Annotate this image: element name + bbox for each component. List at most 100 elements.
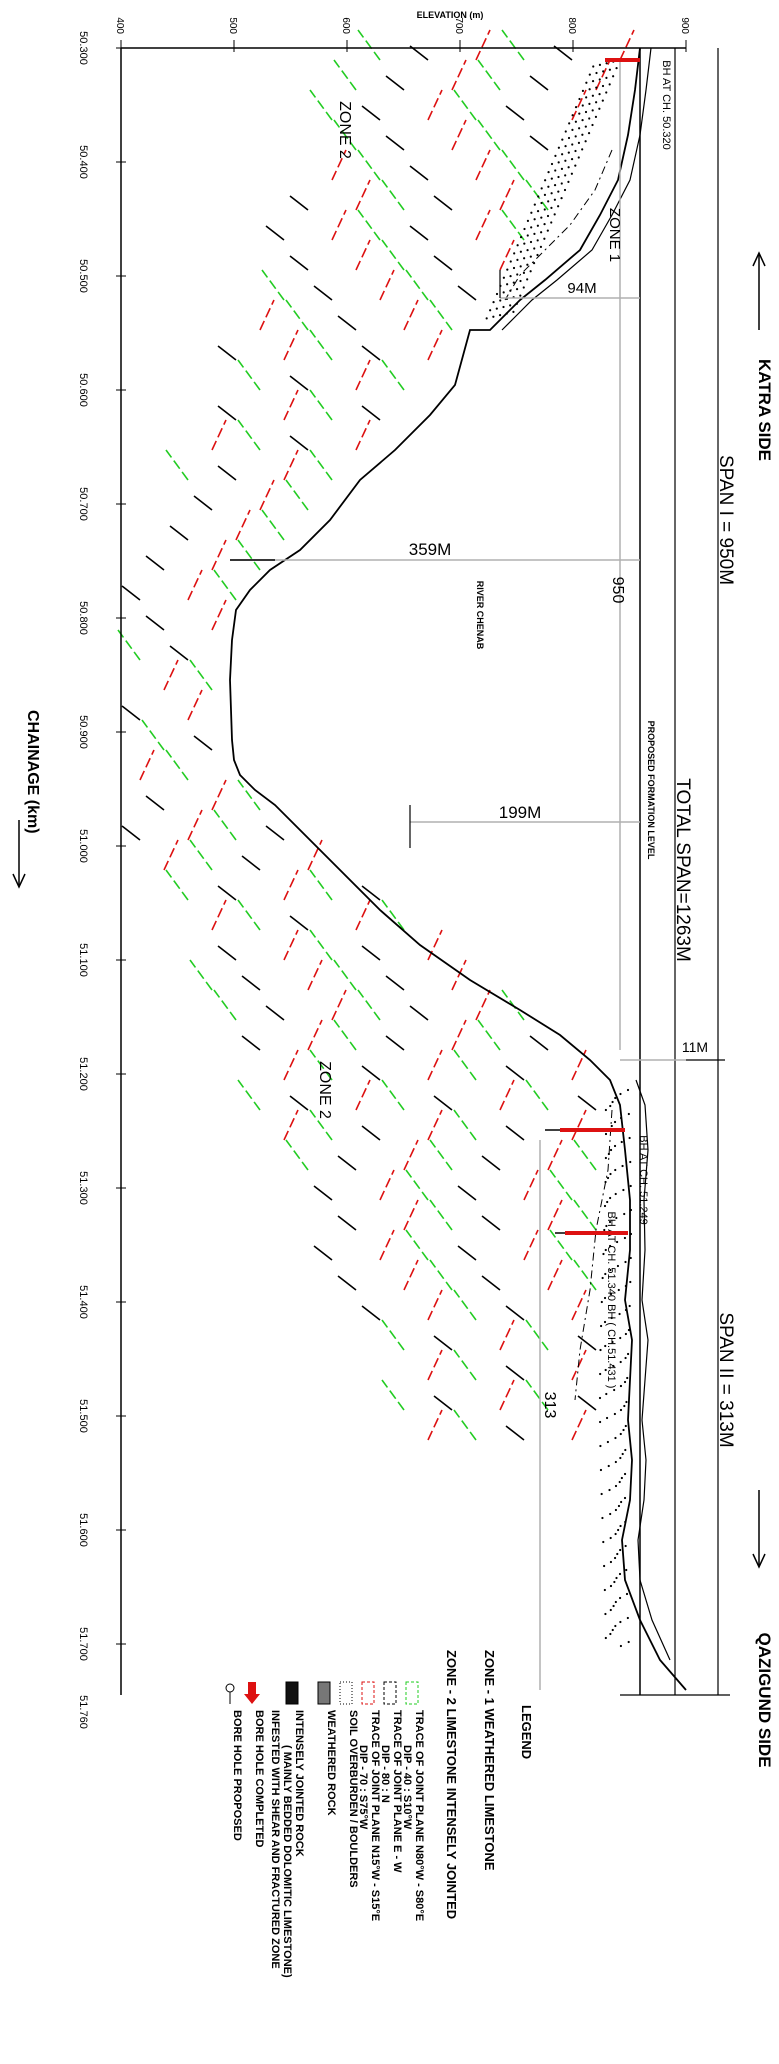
bore-holes — [545, 60, 640, 1233]
overburden-dot — [550, 221, 552, 223]
elevation-tick-group: 500 — [227, 17, 238, 34]
dim-11-label: 11M — [682, 1039, 708, 1055]
chainage-tick-group: 50.500 — [77, 259, 89, 293]
joint-trace — [500, 1080, 514, 1110]
overburden-dot — [621, 1165, 623, 1167]
joint-trace — [382, 180, 404, 210]
joint-trace — [476, 150, 490, 180]
joint-trace — [362, 1066, 380, 1080]
legend-item-text: TRACE OF JOINT PLANE N15°W - S15°E — [369, 1710, 381, 1921]
overburden-dot — [619, 1525, 621, 1527]
overburden-dot — [530, 212, 532, 214]
joint-trace — [430, 1200, 452, 1230]
overburden-dot — [602, 1253, 604, 1255]
joint-trace — [238, 420, 260, 450]
overburden-dot — [607, 1441, 609, 1443]
overburden-dot — [613, 1581, 615, 1583]
joint-trace — [362, 346, 380, 360]
joint-trace — [428, 90, 442, 120]
overburden-dot — [614, 1557, 616, 1559]
chainage-tick-label: 51.500 — [77, 1399, 89, 1433]
overburden-dot — [575, 121, 577, 123]
joint-trace — [284, 330, 298, 360]
chainage-tick-group: 50.900 — [77, 715, 89, 749]
overburden-dot — [618, 1505, 620, 1507]
overburden-dot — [516, 273, 518, 275]
overburden-dot — [629, 1137, 631, 1139]
overburden-dot — [588, 117, 590, 119]
joint-trace — [454, 1050, 476, 1080]
chainage-tick-label: 50.600 — [77, 373, 89, 407]
overburden-dot — [605, 1637, 607, 1639]
joint-trace — [164, 660, 178, 690]
joint-trace — [530, 1036, 548, 1050]
overburden-dot — [602, 1277, 604, 1279]
overburden-dot — [595, 116, 597, 118]
overburden-dot — [575, 106, 577, 108]
chainage-tick-group: 51.200 — [77, 1057, 89, 1091]
joint-trace — [212, 780, 226, 810]
joint-trace — [428, 1110, 442, 1140]
overburden-dot — [628, 1641, 630, 1643]
elevation-axis: ELEVATION (m) 400 500 600 700 800 900 — [114, 10, 690, 52]
joint-trace — [434, 196, 452, 210]
joint-trace — [386, 976, 404, 990]
overburden-dot — [523, 286, 525, 288]
joint-trace — [166, 870, 188, 900]
legend-zone2: ZONE - 2 LIMESTONE INTENSELY JOINTED — [444, 1650, 459, 1919]
legend-item-subtext: INFESTED WITH SHEAR AND FRACTURED ZONE — [269, 1710, 281, 1969]
legend-symbol-black-dash — [384, 1682, 396, 1704]
chainage-title-group: CHAINAGE (km) — [24, 710, 41, 834]
formation-group: PROPOSED FORMATION LEVEL — [646, 721, 656, 860]
span2-group: SPAN II = 313M — [715, 1312, 736, 1447]
joint-trace — [454, 1410, 476, 1440]
overburden-dot — [544, 179, 546, 181]
joint-trace — [454, 1350, 476, 1380]
overburden-dot — [578, 142, 580, 144]
overburden-dot — [551, 192, 553, 194]
joint-trace — [458, 286, 476, 300]
joint-trace — [338, 1156, 356, 1170]
joint-trace — [308, 960, 322, 990]
joint-trace — [290, 1096, 308, 1110]
chainage-axis-title: CHAINAGE (km) — [24, 710, 41, 834]
joint-trace — [266, 1006, 284, 1020]
overburden-dot — [582, 90, 584, 92]
overburden-dot — [599, 1373, 601, 1375]
joint-trace — [410, 1006, 428, 1020]
overburden-dot — [496, 308, 498, 310]
joint-trace — [382, 1080, 404, 1110]
joint-trace — [530, 76, 548, 90]
overburden-dot — [624, 1237, 626, 1239]
overburden-dot — [606, 1201, 608, 1203]
zone1-group: ZONE 1 — [606, 208, 623, 262]
legend: LEGEND ZONE - 1 WEATHERED LIMESTONE ZONE… — [226, 1650, 534, 1978]
joint-trace — [170, 646, 188, 660]
overburden-dot — [599, 1349, 601, 1351]
overburden-dot — [533, 247, 535, 249]
overburden-dot — [530, 226, 532, 228]
overburden-dot — [558, 161, 560, 163]
joint-trace — [290, 196, 308, 210]
overburden-dot — [502, 306, 504, 308]
joint-trace — [410, 226, 428, 240]
joint-trace — [190, 840, 212, 870]
overburden-dot — [599, 78, 601, 80]
katra-side-group: KATRA SIDE — [755, 359, 774, 461]
joint-trace — [454, 90, 476, 120]
overburden-dot — [530, 256, 532, 258]
overburden-dot — [554, 213, 556, 215]
overburden-dot — [615, 67, 617, 69]
overburden-dot — [547, 230, 549, 232]
overburden-dot — [591, 124, 593, 126]
joint-trace — [338, 1276, 356, 1290]
joint-trace — [428, 330, 442, 360]
overburden-dot — [574, 165, 576, 167]
overburden-dot — [630, 1185, 632, 1187]
chainage-tick-label: 50.300 — [77, 31, 89, 65]
legend-symbol-solid — [286, 1682, 298, 1704]
joint-trace — [434, 1096, 452, 1110]
joint-trace — [188, 570, 202, 600]
overburden-dot — [540, 217, 542, 219]
